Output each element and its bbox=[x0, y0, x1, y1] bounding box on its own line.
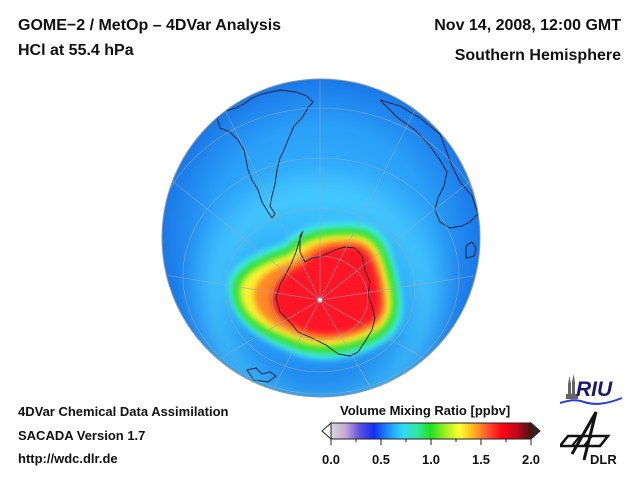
riu-logo: RIU bbox=[560, 374, 623, 405]
colorbar-tick-label: 1.5 bbox=[471, 452, 491, 467]
graticule bbox=[162, 80, 480, 397]
river-line bbox=[560, 397, 623, 405]
colorbar-gradient bbox=[330, 422, 532, 440]
colorbar-tick-label: 0.0 bbox=[321, 452, 341, 467]
colorbar-min-arrow bbox=[321, 421, 332, 441]
antarctica-outline bbox=[275, 230, 376, 357]
dlr-logo-text: DLR bbox=[590, 452, 617, 467]
colorbar-max-arrow bbox=[530, 421, 541, 441]
colorbar-tick-label: 1.0 bbox=[421, 452, 441, 467]
date-label: Nov 14, 2008, 12:00 GMT bbox=[434, 17, 621, 34]
colorbar-title: Volume Mixing Ratio [ppbv] bbox=[340, 403, 511, 418]
footer-line-2: SACADA Version 1.7 bbox=[18, 428, 146, 443]
south-america-outline bbox=[216, 89, 314, 219]
south-pole-marker bbox=[317, 297, 323, 303]
globe-edge bbox=[161, 78, 481, 398]
footer-line-1: 4DVar Chemical Data Assimilation bbox=[18, 404, 229, 419]
dlr-logo: DLR bbox=[560, 411, 617, 467]
africa-outline bbox=[379, 99, 479, 229]
colorbar-tick-label: 0.5 bbox=[371, 452, 391, 467]
colorbar-ticks bbox=[330, 439, 532, 445]
cathedral-icon bbox=[568, 374, 575, 398]
map-subtitle: HCl at 55.4 hPa bbox=[18, 42, 134, 59]
riu-logo-text: RIU bbox=[576, 378, 613, 401]
madagascar-outline bbox=[465, 241, 477, 259]
footer-url[interactable]: http://wdc.dlr.de bbox=[18, 451, 118, 466]
region-label: Southern Hemisphere bbox=[454, 47, 621, 64]
colorbar-tick-label: 2.0 bbox=[521, 452, 541, 467]
map-title: GOME−2 / MetOp – 4DVar Analysis bbox=[18, 17, 282, 34]
dlr-emblem-icon bbox=[560, 411, 611, 461]
